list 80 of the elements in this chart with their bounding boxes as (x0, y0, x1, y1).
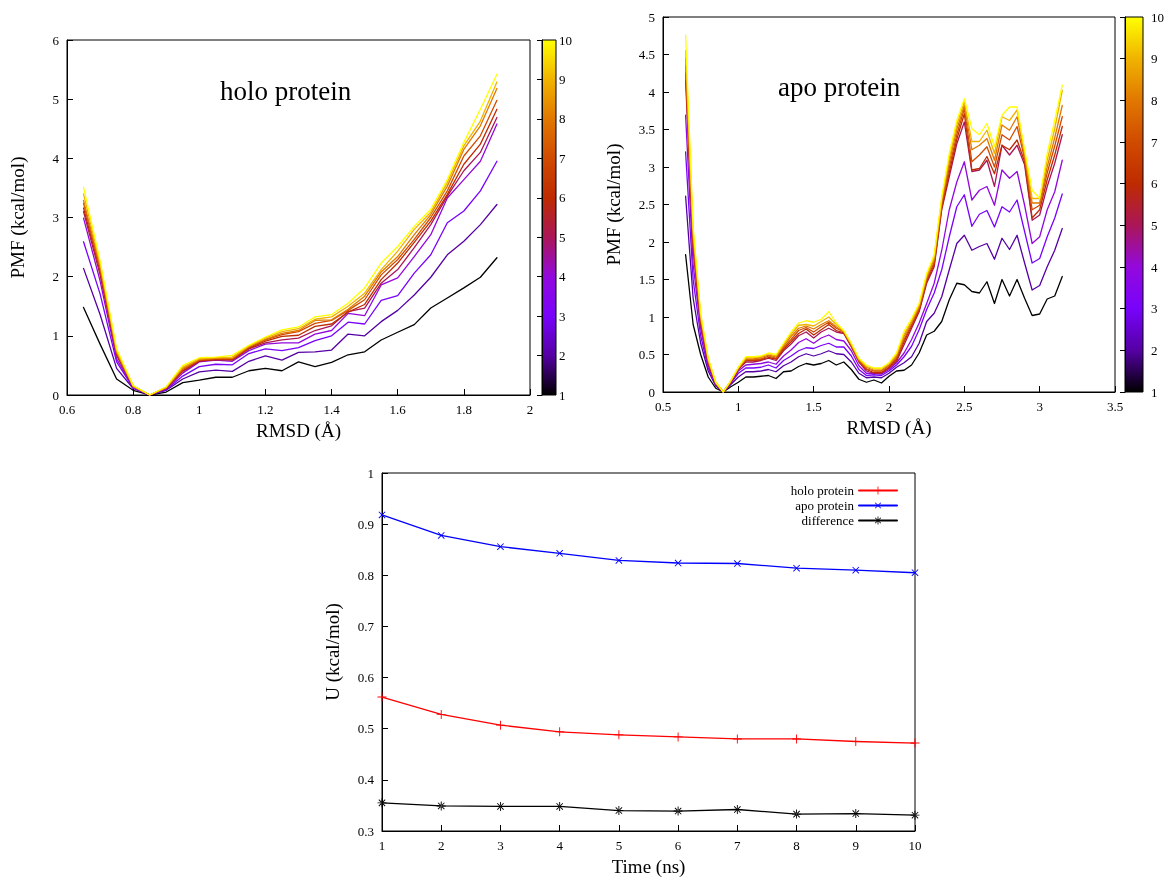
color-bar-label: 9 (1151, 51, 1158, 67)
x-tick-label: 6 (674, 838, 682, 853)
y-tick-label: 0 (648, 384, 655, 400)
x-tick-label: 1.6 (389, 402, 407, 417)
x-tick-label: 10 (908, 838, 922, 853)
x-tick-label: 1 (378, 838, 386, 853)
color-bar-label: 10 (1151, 9, 1164, 25)
x-tick-label: 3 (1036, 399, 1043, 414)
y-tick-label: 3.5 (638, 122, 655, 137)
text: holo protein (220, 75, 352, 106)
y-tick-label: 1 (367, 465, 374, 481)
y-tick-label: 1.5 (638, 272, 655, 287)
y-tick-label: 4.5 (638, 47, 655, 62)
color-bar-label: 6 (559, 190, 566, 206)
y-tick-label: 4 (648, 84, 656, 100)
x-axis-title: RMSD (Å) (846, 417, 932, 439)
color-bar-label: 8 (1151, 92, 1158, 108)
legend-label: apo protein (795, 498, 855, 513)
y-tick-label: 0.5 (638, 347, 655, 362)
x-tick-label: 0.8 (125, 402, 142, 417)
y-tick-label: 0.8 (357, 567, 374, 583)
color-bar-label: 10 (559, 32, 572, 48)
y-tick-label: 0.4 (357, 772, 375, 788)
y-tick-label: 6 (52, 32, 60, 48)
color-bar-label: 2 (1151, 342, 1158, 358)
color-bar-label: 6 (1151, 176, 1158, 192)
text: apo protein (778, 71, 901, 102)
color-bar-label: 9 (559, 71, 566, 87)
x-tick-label: 7 (734, 838, 742, 853)
y-axis-title: PMF (kcal/mol) (603, 143, 625, 266)
color-bar-label: 4 (559, 269, 566, 285)
y-tick-label: 0 (52, 387, 59, 403)
x-tick-label: 5 (615, 838, 623, 853)
x-tick-label: 8 (793, 838, 800, 853)
x-tick-label: 1.2 (257, 402, 274, 417)
color-bar-label: 3 (559, 308, 566, 324)
y-tick-label: 3 (648, 159, 655, 175)
x-tick-label: 4 (556, 838, 564, 853)
y-tick-label: 0.6 (357, 670, 375, 686)
x-axis-title: RMSD (Å) (256, 420, 341, 442)
x-axis-title: Time (ns) (611, 856, 686, 878)
x-tick-label: 2 (885, 399, 893, 414)
color-bar-label: 2 (559, 348, 566, 364)
y-tick-label: 0.5 (357, 721, 374, 737)
x-tick-label: 1.8 (455, 402, 472, 417)
y-tick-label: 3 (52, 210, 59, 225)
y-tick-label: 0.9 (357, 516, 374, 532)
y-axis-title: U (kcal/mol) (322, 603, 344, 701)
y-tick-label: 0.3 (357, 823, 374, 839)
x-tick-label: 1 (735, 399, 742, 414)
color-bar-label: 5 (559, 229, 566, 245)
color-bar-label: 8 (559, 111, 566, 127)
x-tick-label: 3.5 (1106, 399, 1124, 414)
y-tick-label: 4 (52, 150, 60, 166)
legend-label: holo protein (790, 483, 855, 498)
y-axis-title: PMF (kcal/mol) (7, 156, 29, 279)
x-tick-label: 9 (852, 838, 860, 853)
y-tick-label: 2 (648, 234, 655, 250)
y-tick-label: 2.5 (638, 197, 655, 212)
x-tick-label: 1.5 (805, 399, 822, 414)
y-tick-label: 0.7 (357, 618, 375, 634)
y-tick-label: 2 (52, 269, 59, 285)
y-tick-label: 1 (648, 309, 655, 325)
x-tick-label: 2.5 (956, 399, 973, 414)
x-tick-label: 3 (497, 838, 504, 853)
x-tick-label: 2 (526, 402, 534, 417)
x-tick-label: 2 (437, 838, 445, 853)
y-tick-label: 5 (648, 9, 655, 25)
legend-label: difference (801, 513, 855, 528)
x-tick-label: 1 (196, 402, 203, 417)
color-bar-label: 7 (1151, 134, 1158, 150)
color-bar-label: 7 (559, 150, 566, 166)
y-tick-label: 5 (52, 91, 59, 107)
x-tick-label: 1.4 (323, 402, 341, 417)
y-tick-label: 1 (52, 328, 59, 344)
color-bar-label: 5 (1151, 217, 1158, 233)
color-bar-label: 3 (1151, 301, 1158, 317)
color-bar-label: 1 (559, 387, 566, 403)
color-bar-label: 4 (1151, 259, 1158, 275)
color-bar-label: 1 (1151, 384, 1158, 400)
